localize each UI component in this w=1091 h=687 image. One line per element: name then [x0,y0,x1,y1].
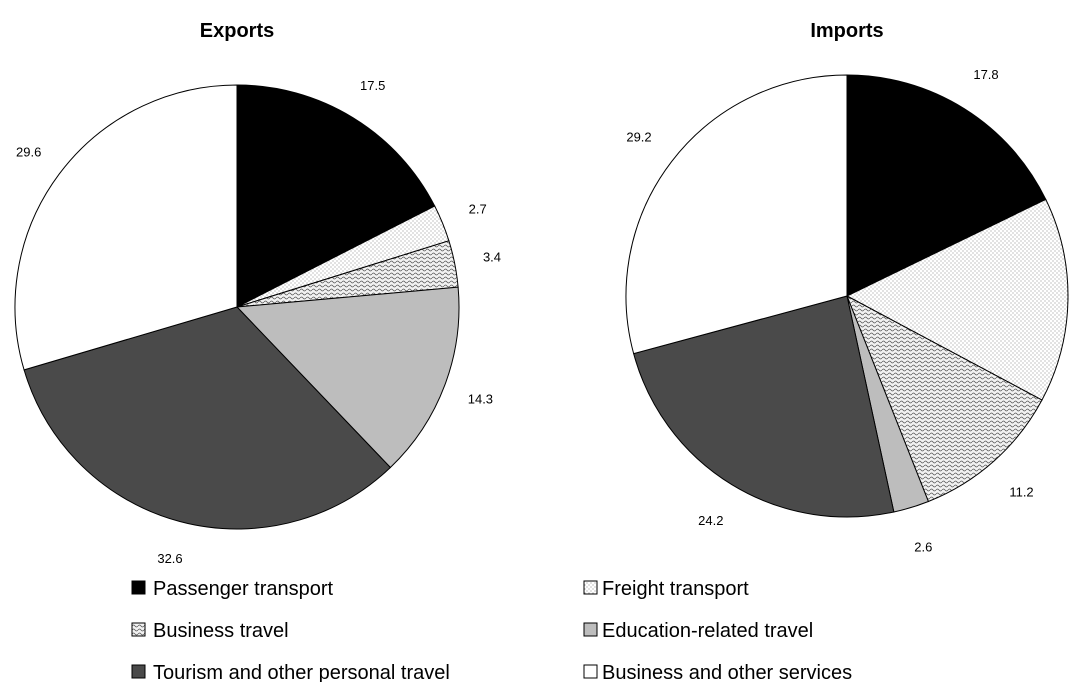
legend-item-business-and-other-services: Business and other services [583,662,852,684]
legend-swatch-business-travel [131,622,146,637]
imports-label-tourism-and-other-personal-travel: 24.2 [698,513,723,528]
legend-label-tourism-and-other-personal-travel: Tourism and other personal travel [153,662,450,682]
legend-swatch-freight-transport [583,580,598,595]
legend-label-business-travel: Business travel [153,620,289,642]
legend-item-business-travel: Business travel [131,620,289,642]
imports-label-passenger-transport: 17.8 [973,67,998,82]
legend-item-passenger-transport: Passenger transport [131,578,334,600]
exports-label-freight-transport: 2.7 [469,202,487,217]
legend-label-passenger-transport: Passenger transport [153,578,334,600]
legend-item-freight-transport: Freight transport [583,578,749,600]
imports-pie: 17.815.011.22.624.229.2 [625,67,1069,555]
exports-label-business-and-other-services: 29.6 [16,144,41,159]
legend-swatch-passenger-transport [131,580,146,595]
exports-label-education-related-travel: 14.3 [468,391,493,406]
legend: Passenger transport Freight transport Bu… [131,578,852,684]
exports-label-passenger-transport: 17.5 [360,78,385,93]
exports-title: Exports [200,20,274,42]
imports-label-business-travel: 11.2 [1009,484,1033,499]
legend-swatch-business-and-other-services [583,664,598,679]
legend-swatch-tourism-and-other-personal-travel [131,664,146,679]
legend-swatch-education-related-travel [583,622,598,637]
legend-item-education-related-travel: Education-related travel [583,620,813,642]
exports-slice-passenger-transport [236,84,436,308]
exports-label-business-travel: 3.4 [483,249,501,264]
exports-slice-tourism-and-other-personal-travel [23,306,392,530]
imports-label-business-and-other-services: 29.2 [626,130,651,145]
exports-slice-education-related-travel [235,286,460,469]
imports-slice-passenger-transport [846,74,1047,297]
exports-label-tourism-and-other-personal-travel: 32.6 [157,551,182,566]
legend-label-education-related-travel: Education-related travel [602,620,813,642]
exports-pie: 17.5 2.7 3.4 14.3 32.6 29.6 [14,78,501,566]
imports-slice-business-travel [846,294,1043,503]
imports-slice-freight-transport [845,198,1069,401]
imports-slice-tourism-and-other-personal-travel [633,295,895,518]
legend-label-business-and-other-services: Business and other services [602,662,852,682]
imports-label-education-related-travel: 2.6 [914,540,932,555]
exports-slice-business-and-other-services [14,84,238,371]
imports-slice-business-and-other-services [625,74,848,355]
imports-title: Imports [810,20,883,42]
legend-label-freight-transport: Freight transport [602,578,749,600]
legend-item-tourism-and-other-personal-travel: Tourism and other personal travel [131,662,450,684]
